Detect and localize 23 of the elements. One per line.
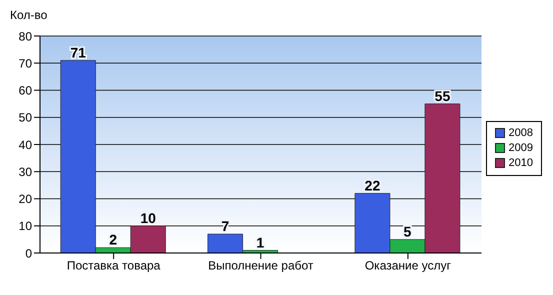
- y-tick-label: 10: [18, 219, 32, 234]
- y-tick-label: 80: [18, 29, 32, 44]
- data-label: 22: [364, 177, 380, 194]
- y-tick-label: 0: [25, 246, 32, 260]
- x-tick-label: Поставка товара: [66, 258, 161, 273]
- legend-label: 2009: [508, 140, 533, 156]
- legend-label: 2010: [508, 156, 533, 170]
- y-tick-label: 70: [18, 56, 32, 70]
- y-axis-title: Кол-во: [10, 8, 48, 22]
- data-label: 10: [140, 210, 156, 226]
- data-label: 55: [434, 88, 450, 104]
- y-tick-label: 60: [18, 84, 32, 98]
- y-tick-label: 30: [18, 164, 32, 179]
- x-tick-label: Выполнение работ: [208, 258, 314, 273]
- data-label: 1: [256, 234, 264, 250]
- legend-label: 2008: [508, 126, 533, 140]
- data-label: 2: [109, 232, 118, 248]
- data-label: 5: [404, 223, 412, 240]
- y-tick-label: 20: [18, 192, 32, 206]
- x-tick-label: Оказание услуг: [364, 258, 452, 273]
- y-tick-label: 40: [18, 138, 32, 152]
- y-tick-label: 50: [18, 110, 32, 125]
- data-label: 71: [70, 44, 86, 60]
